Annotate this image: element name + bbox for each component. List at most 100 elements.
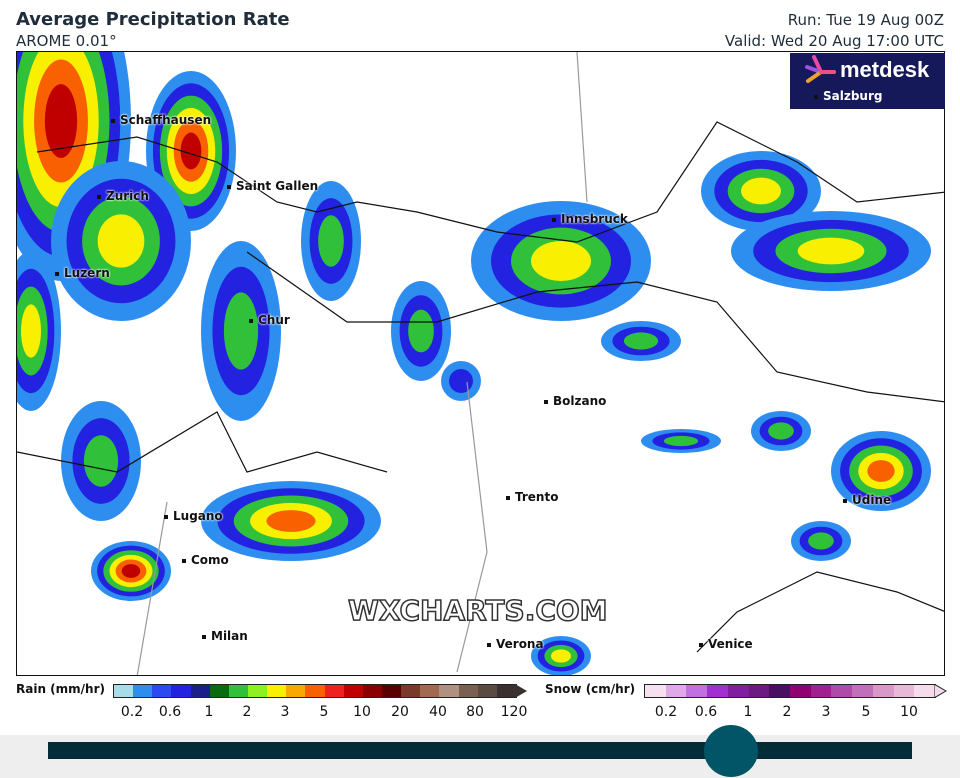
valid-time: Valid: Wed 20 Aug 17:00 UTC [724,32,944,50]
colorbar-swatch [831,685,853,697]
city-label: Salzburg [814,89,882,103]
city-label: Schaffhausen [111,113,211,127]
colorbar-swatch [114,685,134,697]
colorbar-swatch [228,685,248,697]
chart-title: Average Precipitation Rate [16,9,290,30]
colorbar-swatch [458,685,478,697]
colorbar-swatch [686,685,708,697]
rain-colorbar [113,684,517,698]
border-line [17,411,388,473]
precip-cell [531,241,591,281]
precip-cell [808,532,834,550]
city-label: Lugano [164,509,223,523]
colorbar-swatch [769,685,791,697]
precip-cell [768,422,794,440]
precipitation-map: Schaffhausen Zurich Saint Gallen Luzern Chur… [16,51,945,676]
colorbar-swatch [872,685,894,697]
border-line [576,52,588,203]
colorbar-swatch [133,685,153,697]
precip-cell [741,177,781,205]
city-label: Udine [843,493,891,507]
border-line [36,121,944,243]
precip-cell [97,214,145,268]
rain-colorbar-arrow [515,684,527,698]
snow-colorbar-arrow [934,684,947,698]
border-line [136,501,168,675]
precip-cell [663,435,699,447]
city-label: Bolzano [544,394,606,408]
colorbar-swatch [665,685,687,697]
colorbar-swatch [914,685,936,697]
border-line [696,571,944,653]
colorbar-tick-label: 5 [319,704,329,720]
colorbar-swatch [267,685,287,697]
colorbar-tick-label: 10 [353,704,371,720]
colorbar-swatch [420,685,440,697]
colorbar-tick-label: 5 [861,704,871,720]
precip-cell [44,84,78,158]
colorbar-swatch [305,685,325,697]
colorbar-tick-label: 0.6 [158,704,182,720]
colorbar-swatch [748,685,770,697]
colorbar-swatch [496,685,516,697]
watermark: WXCHARTS.COM [347,593,608,628]
precipitation-layer [17,52,944,675]
precip-cell [121,564,141,578]
precip-cell [223,292,259,370]
colorbar-swatch [152,685,172,697]
precip-cell [318,215,344,267]
snow-colorbar [644,684,936,698]
timeline-slider-thumb[interactable] [703,725,758,777]
colorbar-tick-label: 20 [391,704,409,720]
colorbar-tick-label: 3 [821,704,831,720]
colorbar-swatch [247,685,268,697]
border-line [456,381,488,673]
city-label: Innsbruck [552,212,628,226]
metdesk-logo: metdesk Salzburg [790,53,945,109]
rain-legend-label: Rain (mm/hr) [16,682,105,696]
colorbar-swatch [893,685,915,697]
logo-brand: metdesk [840,57,930,82]
colorbar-tick-label: 2 [782,704,792,720]
colorbar-tick-label: 80 [466,704,484,720]
colorbar-tick-label: 0.2 [654,704,678,720]
city-label: Chur [249,313,290,327]
colorbar-swatch [477,685,497,697]
run-time: Run: Tue 19 Aug 00Z [787,11,944,29]
city-label: Zurich [97,189,149,203]
colorbar-swatch [362,685,382,697]
colorbar-swatch [209,685,229,697]
colorbar-swatch [401,685,421,697]
model-name: AROME 0.01° [16,32,117,50]
colorbar-swatch [190,685,210,697]
city-label: Trento [506,490,558,504]
precip-cell [266,510,316,532]
precip-cell [623,332,659,350]
colorbar-swatch [707,685,728,697]
colorbar-swatch [439,685,459,697]
colorbar-swatch [645,685,666,697]
colorbar-swatch [343,685,363,697]
precip-cell [21,304,41,358]
precip-cell [551,649,571,663]
colorbar-tick-label: 2 [242,704,252,720]
precip-cell [408,309,434,353]
snow-legend-label: Snow (cm/hr) [545,682,636,696]
colorbar-swatch [810,685,832,697]
city-label: Venice [699,637,753,651]
city-label: Verona [487,637,544,651]
colorbar-tick-label: 0.6 [694,704,718,720]
metdesk-star-icon [805,55,836,83]
colorbar-tick-label: 40 [429,704,447,720]
precip-cell [867,460,895,482]
colorbar-swatch [727,685,749,697]
colorbar-swatch [852,685,873,697]
colorbar-tick-label: 0.2 [120,704,144,720]
city-label: Luzern [55,266,110,280]
colorbar-swatch [324,685,344,697]
timeline-slider-track[interactable] [48,742,912,759]
precip-cell [83,435,119,487]
city-label: Milan [202,629,248,643]
city-label: Saint Gallen [227,179,318,193]
city-label: Como [182,553,229,567]
